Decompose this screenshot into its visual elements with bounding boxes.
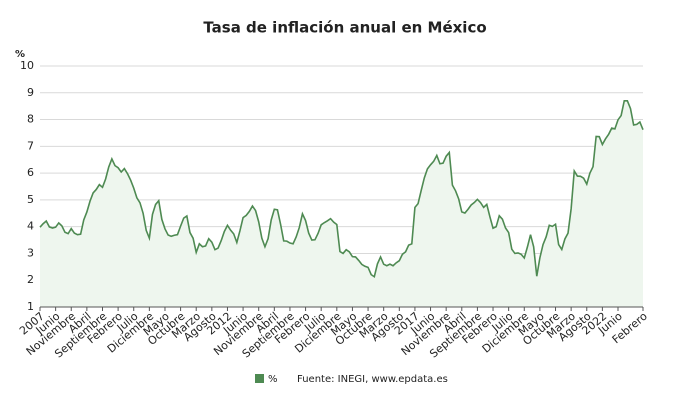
y-tick-label: 4: [27, 220, 34, 233]
area: [40, 100, 643, 307]
y-tick-label: 9: [27, 86, 34, 99]
legend-swatch: [255, 374, 264, 383]
line: [39, 100, 644, 279]
y-tick-label: 8: [27, 113, 34, 126]
source-note: Fuente: INEGI, www.epdata.es: [297, 374, 448, 385]
y-tick-label: 6: [27, 166, 34, 179]
y-tick-label: 3: [27, 246, 34, 259]
y-tick-label: 10: [20, 59, 34, 72]
y-tick-label: 2: [27, 273, 34, 286]
y-tick-label: 1: [27, 300, 34, 313]
legend-label: %: [268, 374, 278, 385]
y-axis-label: %: [15, 49, 25, 60]
y-tick-label: 5: [27, 193, 34, 206]
chart-title: Tasa de inflación anual en México: [203, 19, 486, 37]
y-tick-label: 7: [27, 139, 34, 152]
